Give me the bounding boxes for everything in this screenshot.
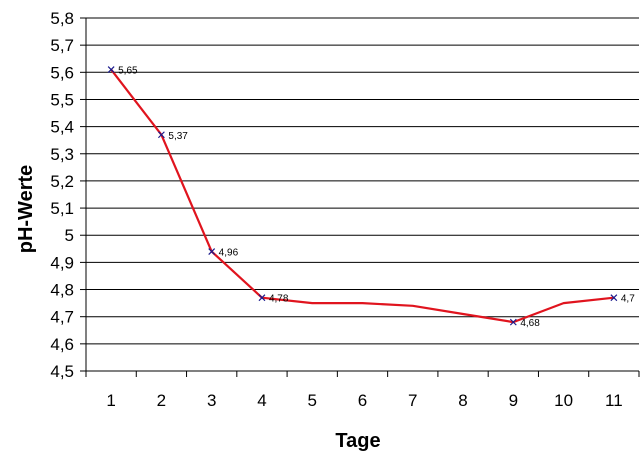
x-tick-label: 3 — [207, 391, 216, 410]
data-marker — [258, 294, 266, 302]
data-marker — [509, 318, 517, 326]
y-tick-label: 4,5 — [50, 362, 74, 381]
x-tick-label: 11 — [605, 391, 623, 410]
data-marker — [208, 248, 216, 255]
x-tick-label: 8 — [458, 391, 467, 410]
x-axis-title: Tage — [335, 430, 380, 452]
x-tick-label: 4 — [257, 391, 266, 410]
data-marker — [157, 131, 165, 139]
y-tick-label: 4,7 — [50, 308, 74, 327]
y-tick-label: 5,8 — [50, 9, 74, 28]
x-tick-label: 1 — [106, 391, 115, 410]
y-tick-label: 5,2 — [50, 172, 74, 191]
data-label: 4,78 — [269, 294, 289, 305]
y-tick-label: 5,6 — [50, 63, 74, 82]
x-tick-label: 6 — [358, 391, 367, 410]
y-tick-label: 5,1 — [50, 199, 74, 218]
y-tick-labels: 4,5 4,6 4,7 4,8 4,9 5 5,1 5,2 5,3 5,4 5,5 5,6 5,7 5,8 — [50, 9, 74, 381]
y-axis-title: pH-Werte — [15, 165, 37, 254]
x-tick-label: 5 — [307, 391, 316, 410]
data-label: 5,65 — [118, 66, 138, 77]
y-tick-label: 5,7 — [50, 36, 74, 55]
y-tick-label: 4,9 — [50, 253, 74, 272]
data-label: 4,96 — [219, 248, 239, 259]
data-label: 4,68 — [520, 318, 540, 329]
x-tick-label: 9 — [509, 391, 518, 410]
series-line-0 — [110, 68, 614, 324]
x-tick-labels: 1 2 3 4 5 6 7 8 9 10 11 — [106, 391, 622, 410]
y-tick-label: 4,8 — [50, 281, 74, 300]
x-tick-label: 10 — [554, 391, 573, 410]
y-tick-label: 5 — [65, 226, 74, 245]
y-tick-label: 4,6 — [50, 335, 74, 354]
x-tick-label: 7 — [408, 391, 417, 410]
data-marker — [610, 294, 618, 302]
data-labels: 5,65 5,37 4,96 4,78 4,68 4,7 — [118, 66, 635, 330]
axes — [80, 17, 640, 377]
x-tick-label: 2 — [157, 391, 166, 410]
series-lines — [110, 68, 614, 324]
data-label: 5,37 — [168, 131, 188, 142]
data-label: 4,7 — [621, 294, 635, 305]
y-tick-label: 5,4 — [50, 118, 74, 137]
data-marker — [107, 66, 115, 74]
y-tick-label: 5,5 — [50, 90, 74, 109]
grid-lines — [86, 17, 639, 345]
y-tick-label: 5,3 — [50, 145, 74, 164]
data-markers — [107, 66, 618, 326]
